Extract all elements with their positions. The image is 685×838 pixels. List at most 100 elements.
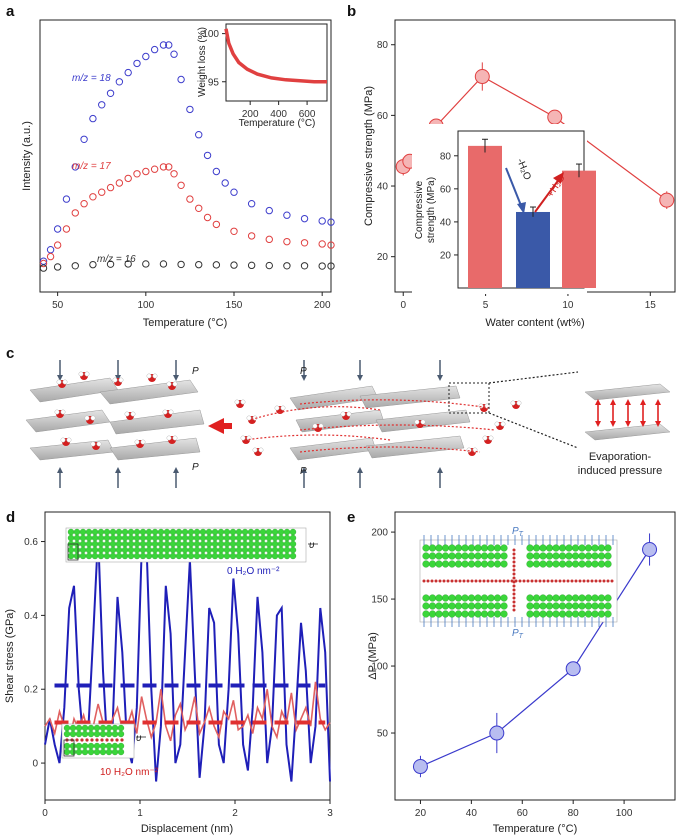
evaporation-paths [244,399,496,453]
d-snap1-atom-1-31 [253,534,261,542]
d-snap1-atom-3-36 [283,546,291,554]
d-snap1-atom-4-21 [193,552,201,560]
e-atom-1-1-452 [448,602,456,610]
b-ytick-label-40: 40 [377,182,389,193]
e-atom-1-0-433 [428,594,437,602]
e-atom-0-2-439 [435,560,443,568]
a-series2-point-6 [142,260,150,268]
e-water-448 [446,579,450,583]
e-atom-1-0-478 [474,594,482,602]
d-snap1-atom-0-4 [91,528,99,536]
d-snap1-atom-2-37 [289,540,297,548]
d-snap1-atom-1-1 [73,534,81,542]
e-atom-0-2-569 [565,560,573,568]
e-water-524 [522,579,526,583]
d-snap1-atom-4-25 [217,552,225,560]
e-atom-0-0-472 [467,544,476,552]
e-atom-1-1-485 [480,602,489,610]
a-series0-point-16 [170,50,178,58]
d-snap1-atom-3-28 [235,546,243,554]
e-atom-1-1-472 [467,602,476,610]
e-water-504 [502,579,506,583]
c-water-hydrogen-a-1 [78,371,84,377]
b-ytick-label-80: 80 [377,40,389,51]
e-atom-0-0-465 [461,544,469,552]
panel-a-chart: 50 100 150 200 Temperature (°C) Intensity (… [21,19,335,329]
d-snap1-atom-3-6 [103,546,111,554]
e-water-608 [606,579,610,583]
simulation-snapshot-pressure [419,535,618,627]
d-snap1-atom-2-3 [85,540,93,548]
e-atom-0-1-550 [545,552,554,560]
d-snap1-atom-3-34 [271,546,279,554]
d-snap2-atom-3-6 [99,748,107,756]
e-water-432 [430,579,434,583]
e-atom-1-1-459 [454,602,463,610]
e-atom-1-2-589 [584,610,593,618]
e-atom-0-1-426 [422,552,430,560]
d-snap1-atom-2-27 [229,540,237,548]
e-atom-0-2-433 [428,560,437,568]
d-snap2-atom-3-4 [87,748,95,756]
d-snap1-atom-2-14 [151,540,159,548]
a-series0-point-8 [106,89,115,98]
e-water-496 [494,579,498,583]
d-snap2-atom-0-2 [75,724,83,732]
e-atom-0-0-556 [552,544,560,552]
d-snap2-atom-0-4 [87,724,95,732]
d-snap1-atom-4-0 [67,552,75,560]
ai-xtick-label-600: 600 [299,109,316,120]
e-atom-1-1-439 [435,602,443,610]
series-label-dry: 0 H₂O nm⁻² [227,566,280,577]
e-atom-0-2-478 [474,560,482,568]
d-snap1-atom-0-31 [253,528,261,536]
d-snap2-atom-1-5 [93,730,101,738]
d-snap1-atom-1-20 [187,534,195,542]
c-water-hydrogen-a-18 [312,423,318,429]
a-series2-point-17 [327,262,335,270]
d-snap1-atom-2-23 [205,540,213,548]
panel-c-schematic: P P P P Evaporation- induced pressure [25,360,671,488]
d-snap2-atom-2-4 [87,742,95,750]
simulation-snapshot-dry [65,527,318,563]
panel-d-series [44,534,331,782]
d-snap1-atom-0-17 [169,528,177,536]
e-atom-1-1-589 [584,602,593,610]
e-atom-0-1-595 [591,552,599,560]
a-series0-point-28 [318,217,326,225]
pressure-label-top-left: P [192,366,199,377]
e-atom-1-0-602 [597,594,606,602]
e-atom-1-0-550 [545,594,554,602]
c-water-hydrogen-a-10 [90,441,96,447]
c-water-hydrogen-b-13 [240,399,246,405]
e-atom-0-0-563 [558,544,567,552]
a-xtick-label-100: 100 [137,300,154,311]
e-atom-0-0-582 [578,544,586,552]
d-snap1-atom-4-28 [235,552,243,560]
e-water-464 [462,579,466,583]
a-series1-point-5 [80,200,88,208]
d-snap1-atom-2-17 [169,540,177,548]
a-series0-point-7 [98,101,106,109]
a-series0-point-0 [39,257,48,265]
e-water-v-610 [512,608,516,612]
d-snap1-atom-0-36 [283,528,291,536]
a-series0-point-15 [165,41,173,49]
d-snap1-atom-0-9 [121,528,129,536]
e-water-v-566 [512,564,516,568]
c-water-hydrogen-b-5 [60,409,66,415]
d-xtick-label-1: 1 [137,808,143,819]
d-snap1-atom-2-5 [97,540,105,548]
ai-xtick-label-200: 200 [242,109,259,120]
e-atom-1-0-485 [480,594,489,602]
d-snap1-atom-4-10 [127,552,135,560]
e-ytick-label-150: 150 [371,595,388,606]
d-snap1-atom-0-21 [193,528,201,536]
c-zarrow-down-1 [610,421,616,427]
d-snap1-atom-0-10 [127,528,135,536]
e-atom-1-1-582 [578,602,586,610]
b-point-5 [659,192,675,208]
d-snap1-atom-4-23 [205,552,213,560]
e-atom-0-0-504 [500,544,508,552]
